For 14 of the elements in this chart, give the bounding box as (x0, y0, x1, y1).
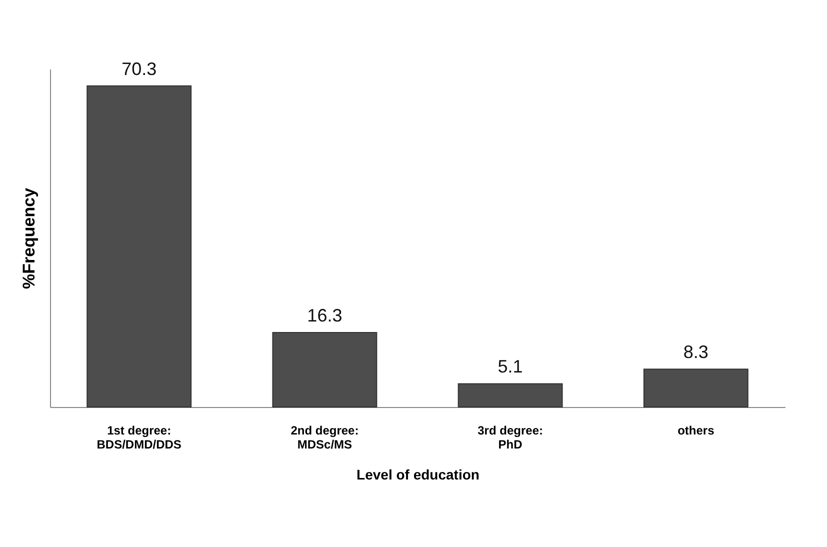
x-axis-title: Level of education (356, 466, 480, 482)
x-tick-label: 3rd degree: PhD (478, 424, 543, 452)
bar (643, 368, 748, 408)
data-label: 70.3 (122, 58, 157, 79)
x-tick-label: others (678, 424, 715, 438)
y-axis-title: %Frequency (20, 187, 38, 290)
data-label: 5.1 (498, 356, 523, 377)
data-label: 8.3 (683, 342, 708, 362)
bar (272, 332, 378, 408)
bar (458, 383, 563, 408)
bar (86, 85, 192, 408)
data-label: 16.3 (307, 306, 342, 326)
x-tick-label: 1st degree: BDS/DMD/DDS (96, 424, 182, 452)
x-tick-label: 2nd degree: MDSc/MS (290, 424, 359, 452)
